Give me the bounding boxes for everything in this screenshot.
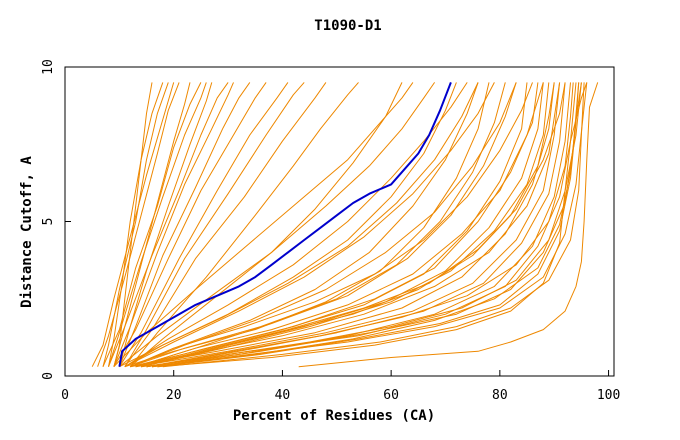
y-tick-label-5: 5 (41, 218, 56, 226)
series-line-39 (124, 82, 468, 368)
highlight-series-line (118, 82, 452, 367)
x-tick-label-80: 80 (492, 388, 508, 403)
series-line-20 (130, 82, 479, 368)
series-line-7 (102, 82, 202, 367)
series-line-31 (146, 82, 577, 368)
x-tick-label-40: 40 (275, 388, 291, 403)
series-line-2 (108, 82, 164, 367)
y-axis-label: Distance Cutoff, A (19, 156, 35, 308)
series-line-23 (135, 82, 517, 368)
x-tick-label-20: 20 (166, 388, 182, 403)
series-line-5 (97, 82, 180, 367)
series-line-42 (130, 82, 533, 368)
series-line-49 (298, 82, 599, 368)
series-lines (91, 82, 599, 368)
series-line-11 (113, 82, 234, 367)
series-line-36 (135, 82, 544, 368)
series-line-26 (140, 82, 544, 368)
series-line-14 (118, 82, 289, 367)
x-tick-label-60: 60 (383, 388, 399, 403)
x-tick-label-0: 0 (61, 388, 69, 403)
series-line-29 (146, 82, 566, 368)
highlight-line (118, 82, 452, 367)
y-tick-label-0: 0 (41, 372, 56, 380)
chart-title: T1090-D1 (314, 18, 381, 34)
axis-ticks: 0 20 40 60 80 100 0 5 10 (41, 59, 620, 403)
series-line-40 (119, 82, 436, 368)
series-line-30 (141, 82, 571, 368)
series-line-52 (151, 82, 582, 368)
series-line-47 (140, 82, 550, 368)
series-line-12 (118, 82, 251, 367)
series-line-25 (135, 82, 539, 368)
series-line-28 (135, 82, 561, 368)
y-tick-label-10: 10 (41, 59, 56, 75)
series-line-17 (129, 82, 359, 368)
series-line-8 (108, 82, 207, 367)
series-line-13 (113, 82, 267, 367)
series-line-51 (162, 82, 585, 368)
series-line-3 (102, 82, 169, 367)
series-line-48 (119, 82, 479, 368)
series-line-32 (151, 82, 580, 368)
series-line-27 (130, 82, 555, 368)
series-line-37 (130, 82, 517, 368)
series-line-44 (135, 82, 555, 368)
x-axis-label: Percent of Residues (CA) (233, 408, 435, 424)
series-line-18 (129, 82, 403, 368)
series-line-33 (146, 82, 582, 368)
x-tick-label-100: 100 (597, 388, 620, 403)
series-line-15 (124, 82, 305, 367)
series-line-50 (157, 82, 588, 368)
series-line-4 (91, 82, 175, 367)
series-line-10 (108, 82, 229, 367)
series-line-41 (113, 82, 414, 368)
series-line-38 (124, 82, 495, 368)
series-line-46 (157, 82, 580, 368)
series-line-35 (140, 82, 561, 368)
series-line-45 (146, 82, 574, 368)
